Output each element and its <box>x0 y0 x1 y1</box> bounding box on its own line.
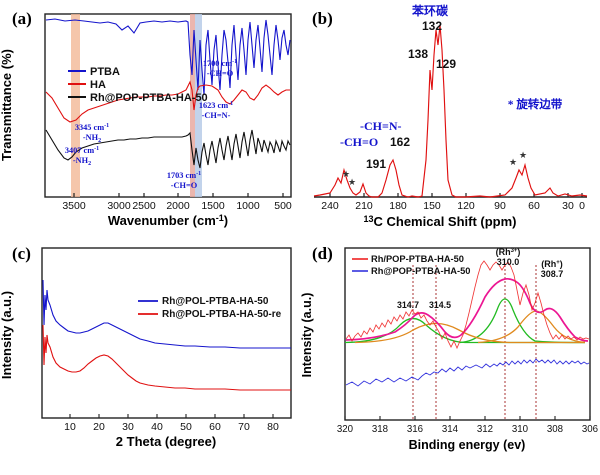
svg-text:3500: 3500 <box>62 200 86 212</box>
svg-text:132: 132 <box>422 19 442 33</box>
svg-text:20: 20 <box>93 421 105 433</box>
svg-text:240: 240 <box>321 200 339 212</box>
svg-text:314.7: 314.7 <box>397 300 419 310</box>
svg-text:162: 162 <box>390 135 410 149</box>
svg-text:Rh/POP-PTBA-HA-50: Rh/POP-PTBA-HA-50 <box>371 254 464 264</box>
svg-text:30: 30 <box>562 200 574 212</box>
svg-text:2000: 2000 <box>166 200 190 212</box>
svg-text:90: 90 <box>494 200 506 212</box>
svg-text:138: 138 <box>408 47 428 61</box>
svg-text:10: 10 <box>64 421 76 433</box>
svg-text:(Rh+): (Rh+) <box>541 259 563 269</box>
svg-text:50: 50 <box>180 421 192 433</box>
svg-text:30: 30 <box>122 421 134 433</box>
svg-text:1500: 1500 <box>201 200 225 212</box>
svg-text:314.5: 314.5 <box>429 300 451 310</box>
svg-text:308: 308 <box>547 424 563 435</box>
svg-text:Rh@POP-PTBA-HA-50: Rh@POP-PTBA-HA-50 <box>90 92 208 104</box>
svg-text:HA: HA <box>90 79 106 91</box>
svg-text:70: 70 <box>238 421 250 433</box>
svg-text:★: ★ <box>348 177 356 187</box>
svg-text:* 旋转边带: * 旋转边带 <box>508 97 563 111</box>
svg-text:180: 180 <box>389 200 407 212</box>
svg-text:1703 cm-1: 1703 cm-1 <box>167 171 201 180</box>
svg-text:191: 191 <box>366 157 386 171</box>
svg-text:(Rh3+): (Rh3+) <box>496 247 521 257</box>
svg-text:苯环碳: 苯环碳 <box>411 3 449 18</box>
svg-text:3407 cm-1: 3407 cm-1 <box>65 146 99 155</box>
svg-text:1000: 1000 <box>236 200 260 212</box>
svg-text:40: 40 <box>151 421 163 433</box>
svg-text:-CH=O: -CH=O <box>171 181 198 190</box>
svg-text:-NH2: -NH2 <box>83 133 101 144</box>
svg-text:2500: 2500 <box>132 200 156 212</box>
svg-text:(a): (a) <box>12 9 32 28</box>
svg-text:320: 320 <box>337 424 354 435</box>
svg-text:150: 150 <box>423 200 441 212</box>
svg-text:308.7: 308.7 <box>541 269 564 279</box>
svg-text:1700 cm-1: 1700 cm-1 <box>203 59 237 68</box>
svg-text:(d): (d) <box>312 244 333 263</box>
svg-text:310: 310 <box>512 424 529 435</box>
svg-text:-CH=O: -CH=O <box>207 69 234 78</box>
svg-text:★: ★ <box>519 150 527 160</box>
svg-text:3345 cm-1: 3345 cm-1 <box>75 123 109 132</box>
svg-text:PTBA: PTBA <box>90 66 120 78</box>
svg-text:210: 210 <box>355 200 373 212</box>
svg-text:2 Theta (degree): 2 Theta (degree) <box>116 434 216 449</box>
svg-text:312: 312 <box>477 424 493 435</box>
svg-text:★: ★ <box>509 157 517 167</box>
svg-text:120: 120 <box>457 200 475 212</box>
svg-text:129: 129 <box>436 57 456 71</box>
svg-text:60: 60 <box>528 200 540 212</box>
svg-text:316: 316 <box>407 424 423 435</box>
svg-text:Rh@POP-PTBA-HA-50: Rh@POP-PTBA-HA-50 <box>371 266 470 276</box>
svg-text:-CH=N-: -CH=N- <box>360 119 402 133</box>
svg-text:Binding energy (ev): Binding energy (ev) <box>409 438 526 452</box>
svg-text:3000: 3000 <box>107 200 131 212</box>
svg-text:Intensity (a.u.): Intensity (a.u.) <box>0 291 14 379</box>
svg-text:60: 60 <box>209 421 221 433</box>
svg-text:310.0: 310.0 <box>497 257 520 267</box>
svg-text:(c): (c) <box>12 244 31 263</box>
svg-text:-CH=O: -CH=O <box>340 135 378 149</box>
svg-text:318: 318 <box>372 424 388 435</box>
svg-text:(b): (b) <box>312 9 333 28</box>
svg-text:500: 500 <box>274 200 292 212</box>
svg-text:0: 0 <box>579 200 585 212</box>
svg-text:Wavenumber (cm-1): Wavenumber (cm-1) <box>108 213 228 228</box>
svg-text:13C Chemical Shift (ppm): 13C Chemical Shift (ppm) <box>363 214 516 229</box>
svg-text:Transmittance (%): Transmittance (%) <box>0 49 14 161</box>
svg-text:-CH=N-: -CH=N- <box>202 111 231 120</box>
svg-text:Rh@POL-PTBA-HA-50-re: Rh@POL-PTBA-HA-50-re <box>162 309 282 320</box>
svg-text:Intensity (a.u.): Intensity (a.u.) <box>300 293 314 378</box>
svg-text:80: 80 <box>267 421 279 433</box>
svg-text:1623 cm-1: 1623 cm-1 <box>199 101 233 110</box>
svg-text:Rh@POL-PTBA-HA-50: Rh@POL-PTBA-HA-50 <box>162 296 269 307</box>
svg-text:306: 306 <box>582 424 598 435</box>
svg-text:314: 314 <box>442 424 459 435</box>
